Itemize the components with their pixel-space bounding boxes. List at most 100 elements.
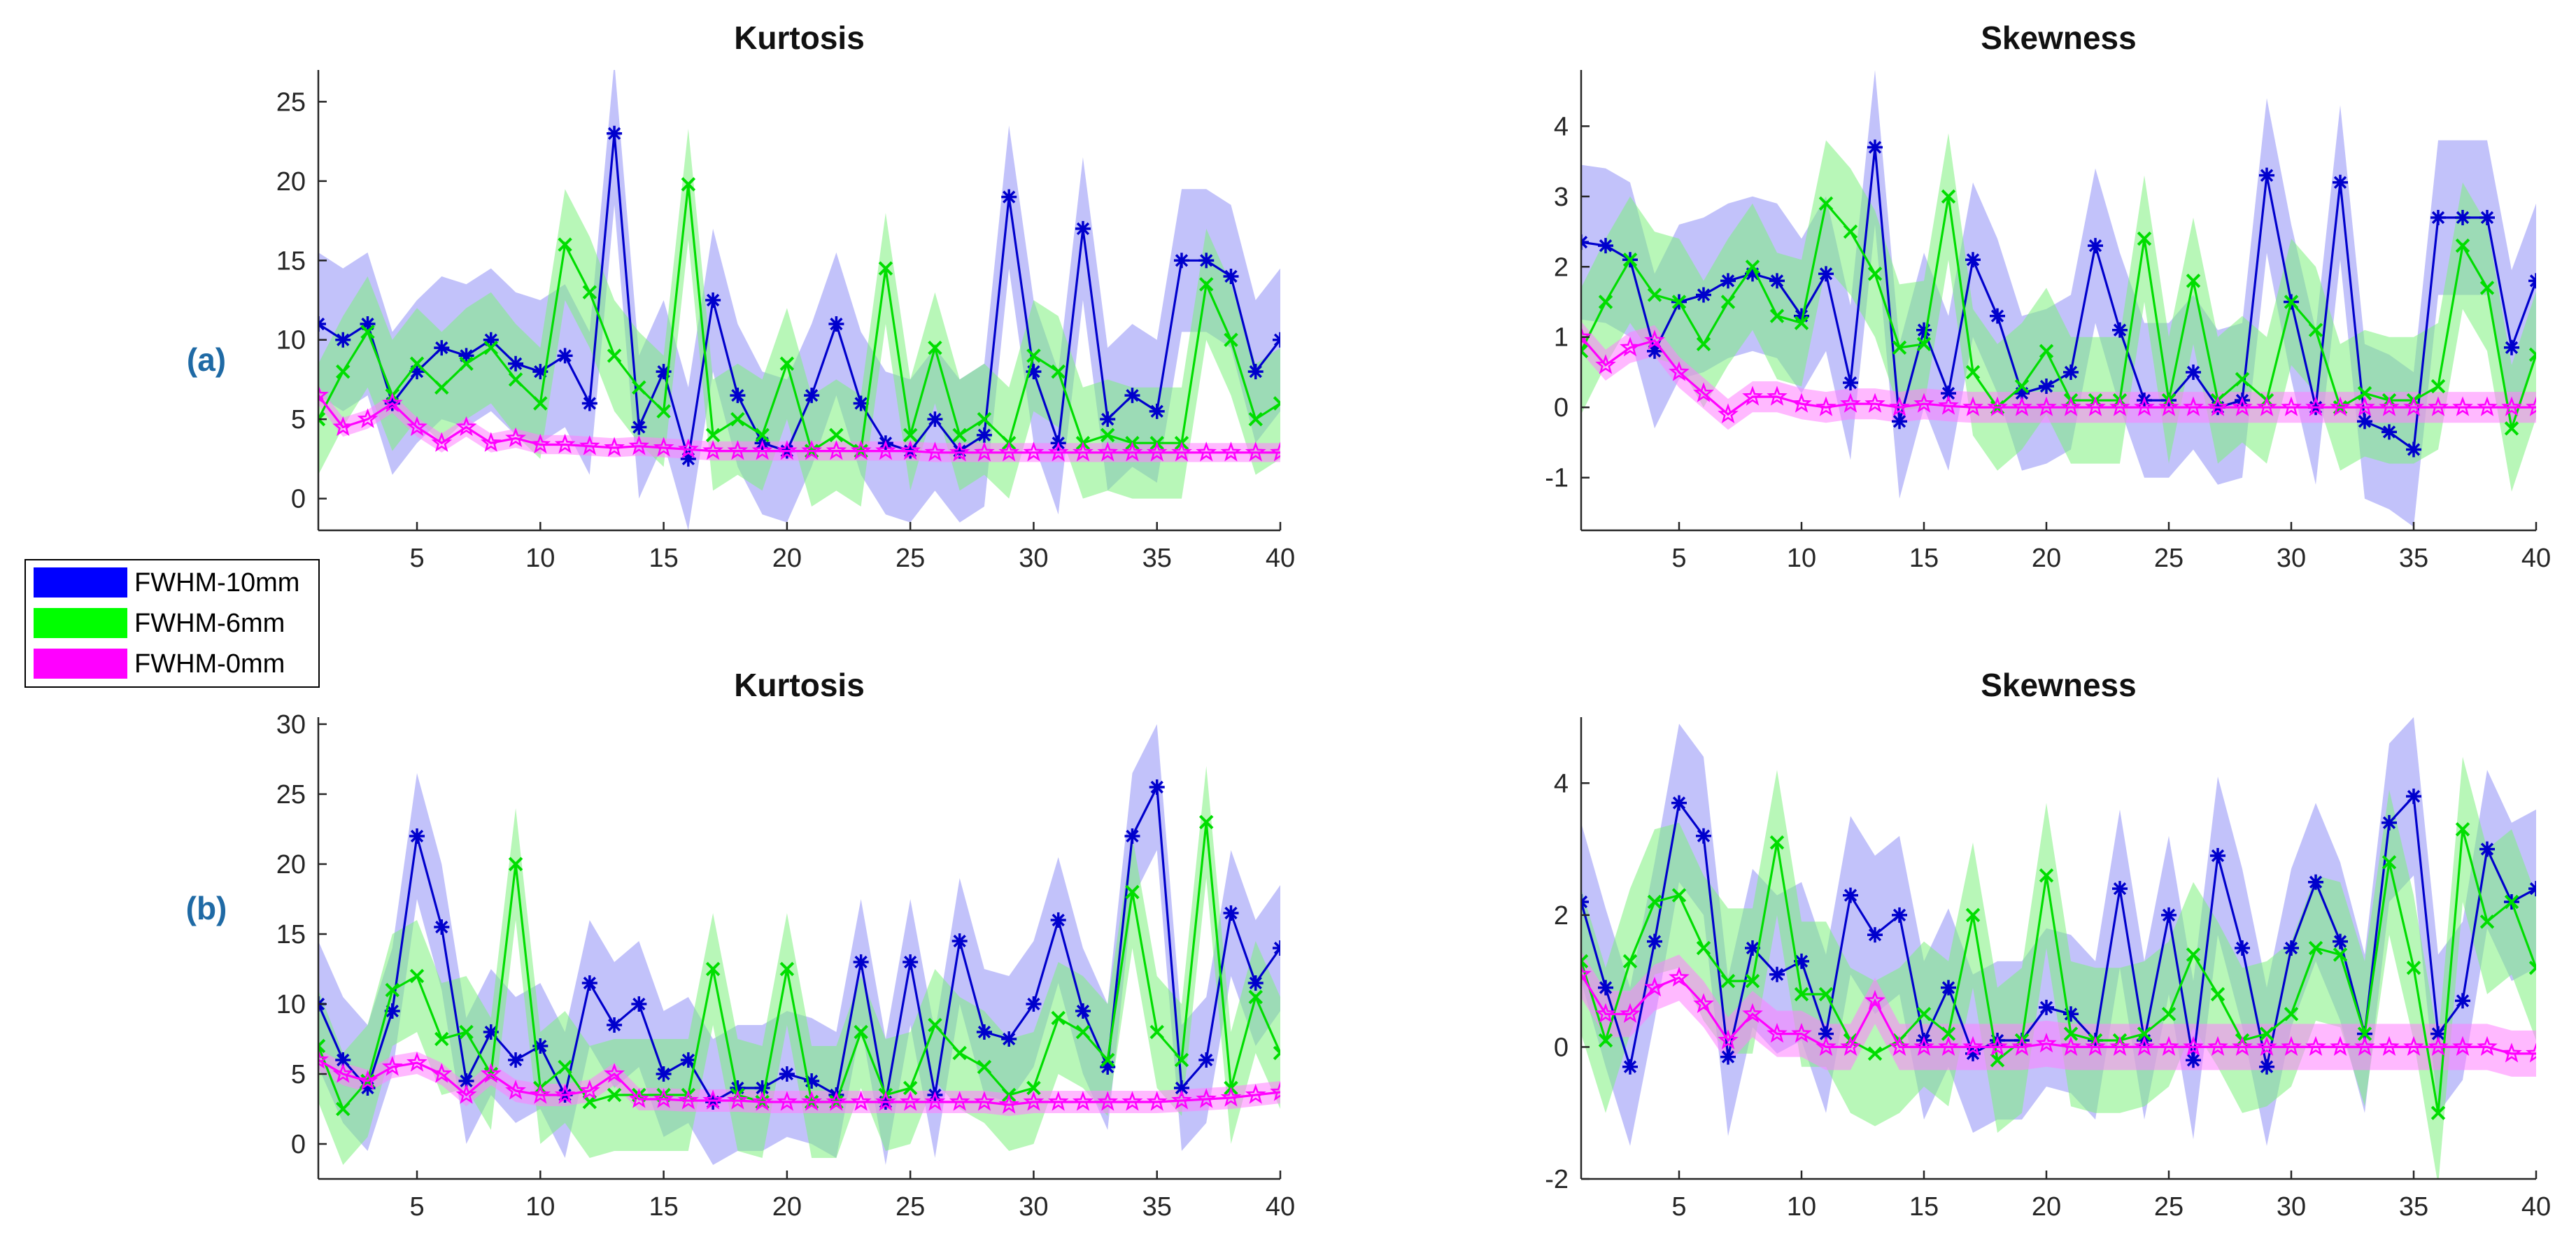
point-fwhm-0mm xyxy=(579,435,600,455)
point-fwhm-0mm xyxy=(406,416,427,437)
point-fwhm-0mm xyxy=(1840,1036,1861,1056)
point-fwhm-6mm xyxy=(1647,288,1662,302)
point-fwhm-10mm xyxy=(2088,238,2103,254)
point-fwhm-6mm xyxy=(2210,987,2225,1002)
point-fwhm-10mm xyxy=(1769,966,1785,982)
point-fwhm-10mm xyxy=(1001,1031,1017,1047)
band-fwhm-6mm xyxy=(1581,133,2536,492)
point-fwhm-10mm xyxy=(2161,907,2177,923)
point-fwhm-0mm xyxy=(1196,441,1217,462)
point-fwhm-0mm xyxy=(1097,1091,1119,1111)
y-tick-label: 15 xyxy=(276,920,306,949)
point-fwhm-6mm xyxy=(1818,196,1834,211)
point-fwhm-0mm xyxy=(2060,1036,2081,1056)
point-fwhm-6mm xyxy=(2357,1026,2372,1041)
x-tick-label: 10 xyxy=(1787,544,1816,573)
point-fwhm-6mm xyxy=(2186,274,2201,288)
point-fwhm-10mm xyxy=(409,364,425,380)
point-fwhm-0mm xyxy=(604,1063,625,1083)
x-tick-label: 40 xyxy=(2521,544,2551,573)
point-fwhm-0mm xyxy=(653,437,674,457)
point-fwhm-0mm xyxy=(998,1094,1020,1114)
point-fwhm-10mm xyxy=(2235,940,2250,956)
point-fwhm-10mm xyxy=(927,411,943,427)
chart-title: Kurtosis xyxy=(734,20,865,56)
point-fwhm-0mm xyxy=(2477,1036,2498,1056)
point-fwhm-0mm xyxy=(751,1091,773,1111)
point-fwhm-10mm xyxy=(2210,848,2225,863)
point-fwhm-6mm xyxy=(681,1087,696,1103)
point-fwhm-10mm xyxy=(508,1052,524,1068)
y-tick-label: 20 xyxy=(276,167,306,197)
point-fwhm-10mm xyxy=(1696,828,1711,844)
x-tick-label: 20 xyxy=(772,1192,802,1222)
point-fwhm-0mm xyxy=(2452,1036,2473,1056)
point-fwhm-0mm xyxy=(2158,1036,2179,1056)
line-fwhm-0mm xyxy=(1581,973,2536,1055)
point-fwhm-6mm xyxy=(607,348,622,363)
point-fwhm-10mm xyxy=(1647,343,1662,359)
point-fwhm-6mm xyxy=(2186,947,2201,962)
point-fwhm-10mm xyxy=(1892,414,1907,430)
point-fwhm-0mm xyxy=(1581,326,1592,346)
point-fwhm-6mm xyxy=(755,427,770,443)
line-fwhm-10mm xyxy=(1581,793,2536,1068)
point-fwhm-10mm xyxy=(483,332,499,348)
point-fwhm-0mm xyxy=(381,392,403,413)
point-fwhm-6mm xyxy=(1598,1033,1613,1048)
point-fwhm-0mm xyxy=(1146,1091,1168,1111)
point-fwhm-6mm xyxy=(1149,1024,1164,1040)
point-fwhm-6mm xyxy=(632,380,646,395)
point-fwhm-10mm xyxy=(754,1080,770,1096)
point-fwhm-6mm xyxy=(459,356,474,371)
point-fwhm-0mm xyxy=(1644,976,1665,997)
chart-skewness-b: Skewness 5 10 15 20 25 30 35 40 -2 0 2 4 xyxy=(1545,667,2551,1222)
point-fwhm-0mm xyxy=(1023,1091,1045,1111)
point-fwhm-0mm xyxy=(455,416,477,437)
point-fwhm-6mm xyxy=(730,1087,745,1103)
x-tick-label: 30 xyxy=(2277,544,2306,573)
point-fwhm-10mm xyxy=(2382,424,2397,440)
point-fwhm-10mm xyxy=(2259,1059,2274,1075)
point-fwhm-0mm xyxy=(1816,1036,1837,1056)
point-fwhm-0mm xyxy=(505,1080,526,1100)
point-fwhm-6mm xyxy=(385,982,399,998)
point-fwhm-6mm xyxy=(829,427,844,443)
point-fwhm-10mm xyxy=(607,1017,623,1033)
point-fwhm-10mm xyxy=(1598,238,1613,254)
line-fwhm-6mm xyxy=(318,821,1280,1112)
point-fwhm-10mm xyxy=(1892,907,1907,923)
point-fwhm-10mm xyxy=(458,348,474,364)
point-fwhm-0mm xyxy=(2379,1036,2400,1056)
y-tick-label: 30 xyxy=(276,710,306,740)
point-fwhm-10mm xyxy=(434,919,450,935)
point-fwhm-6mm xyxy=(2333,947,2348,962)
point-fwhm-10mm xyxy=(705,1094,721,1110)
band-fwhm-6mm xyxy=(1581,756,2536,1179)
point-fwhm-0mm xyxy=(2526,1042,2536,1063)
point-fwhm-0mm xyxy=(1121,1091,1143,1111)
point-fwhm-6mm xyxy=(2528,961,2536,975)
point-fwhm-10mm xyxy=(976,1024,992,1040)
point-fwhm-0mm xyxy=(2256,396,2277,416)
y-tick-label: 4 xyxy=(1554,769,1569,798)
point-fwhm-6mm xyxy=(952,1045,967,1061)
point-fwhm-0mm xyxy=(332,1063,354,1083)
point-fwhm-0mm xyxy=(604,437,625,457)
point-fwhm-0mm xyxy=(2183,396,2204,416)
point-fwhm-10mm xyxy=(1965,1045,1981,1061)
point-fwhm-0mm xyxy=(1073,441,1094,462)
point-fwhm-0mm xyxy=(998,441,1020,462)
point-fwhm-6mm xyxy=(656,404,671,419)
point-fwhm-0mm xyxy=(2379,396,2400,416)
point-fwhm-6mm xyxy=(434,1031,449,1047)
point-fwhm-6mm xyxy=(903,427,918,443)
point-fwhm-10mm xyxy=(2308,874,2323,890)
point-fwhm-10mm xyxy=(1223,268,1239,284)
point-fwhm-10mm xyxy=(2039,999,2054,1015)
point-fwhm-10mm xyxy=(384,1003,400,1019)
point-fwhm-0mm xyxy=(1938,1036,1959,1056)
y-tick-label: -1 xyxy=(1545,464,1569,493)
point-fwhm-10mm xyxy=(2504,339,2519,355)
point-fwhm-0mm xyxy=(2330,1036,2351,1056)
